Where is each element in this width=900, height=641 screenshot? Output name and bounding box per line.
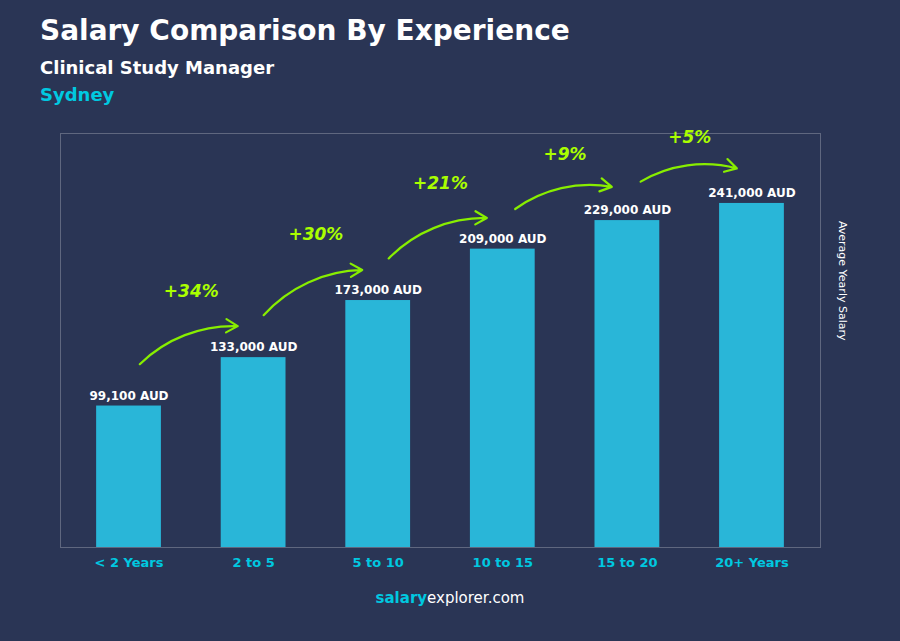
svg-text:229,000 AUD: 229,000 AUD <box>584 203 671 217</box>
html-text:Sydney: Sydney <box>40 84 115 105</box>
svg-text:2 to 5: 2 to 5 <box>232 555 274 570</box>
svg-text:209,000 AUD: 209,000 AUD <box>459 232 546 246</box>
svg-text:+9%: +9% <box>544 144 587 164</box>
svg-text:Average Yearly Salary: Average Yearly Salary <box>836 221 849 341</box>
svg-text:+5%: +5% <box>668 127 711 147</box>
svg-text:99,100 AUD: 99,100 AUD <box>89 389 168 403</box>
html-text:Clinical Study Manager: Clinical Study Manager <box>40 57 274 78</box>
svg-text:241,000 AUD: 241,000 AUD <box>708 186 795 200</box>
svg-text:5 to 10: 5 to 10 <box>353 555 404 570</box>
svg-text:< 2 Years: < 2 Years <box>95 555 164 570</box>
svg-text:133,000 AUD: 133,000 AUD <box>210 340 297 354</box>
svg-text:+34%: +34% <box>164 281 219 301</box>
html-text:salary explorer.com: salary explorer.com <box>375 589 525 607</box>
svg-text:+30%: +30% <box>288 224 343 244</box>
svg-text:10 to 15: 10 to 15 <box>473 555 533 570</box>
svg-text:20+ Years: 20+ Years <box>715 555 789 570</box>
svg-text:+21%: +21% <box>413 173 468 193</box>
svg-text:173,000 AUD: 173,000 AUD <box>334 283 421 297</box>
svg-text:15 to 20: 15 to 20 <box>597 555 657 570</box>
html-text:Salary Comparison By Experienc: Salary Comparison By Experience <box>40 14 570 47</box>
